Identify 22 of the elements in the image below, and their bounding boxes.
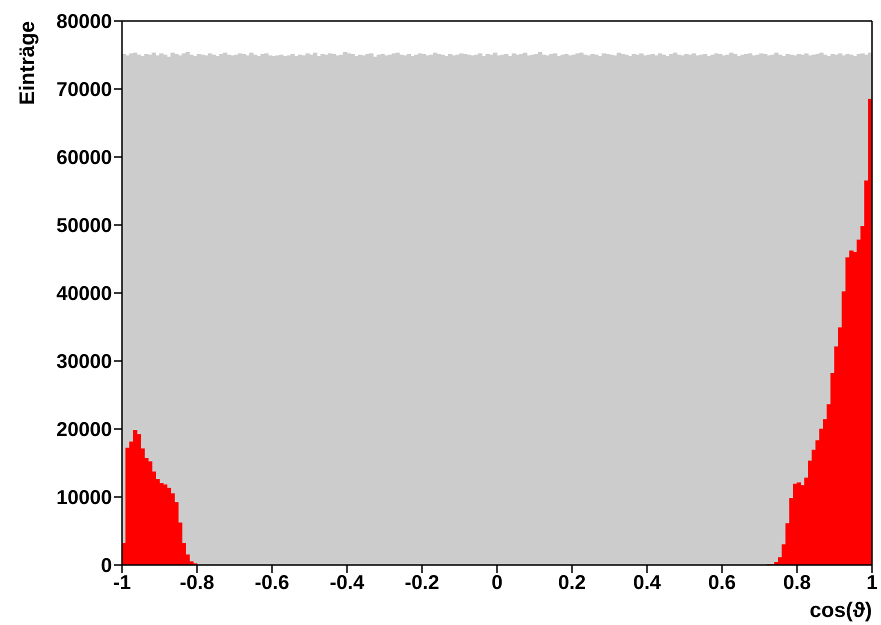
y-tick-label: 30000 xyxy=(56,351,112,374)
y-tick-label: 0 xyxy=(100,555,112,578)
x-tick-label: 0.2 xyxy=(558,572,586,594)
y-tick-label: 50000 xyxy=(56,215,112,238)
x-tick-label: -0.2 xyxy=(404,572,440,594)
x-axis-title: cos(ϑ) xyxy=(810,599,872,622)
y-axis-title: Einträge xyxy=(16,21,39,106)
x-tick-label: 0 xyxy=(491,572,503,594)
y-tick-label: 40000 xyxy=(56,283,112,306)
y-tick-label: 80000 xyxy=(56,11,112,34)
x-tick-label: 0.6 xyxy=(708,572,736,594)
x-tick-label: 0.8 xyxy=(783,572,811,594)
y-tick-label: 10000 xyxy=(56,487,112,510)
y-tick-label: 70000 xyxy=(56,79,112,102)
x-tick-label: -1 xyxy=(113,572,131,594)
x-tick-label: -0.4 xyxy=(330,572,366,594)
y-tick-label: 20000 xyxy=(56,419,112,442)
x-tick-label: 1 xyxy=(866,572,878,594)
x-tick-label: -0.6 xyxy=(254,572,290,594)
y-tick-label: 60000 xyxy=(56,147,112,170)
x-tick-label: -0.8 xyxy=(180,572,214,594)
x-tick-label: 0.4 xyxy=(633,572,662,594)
